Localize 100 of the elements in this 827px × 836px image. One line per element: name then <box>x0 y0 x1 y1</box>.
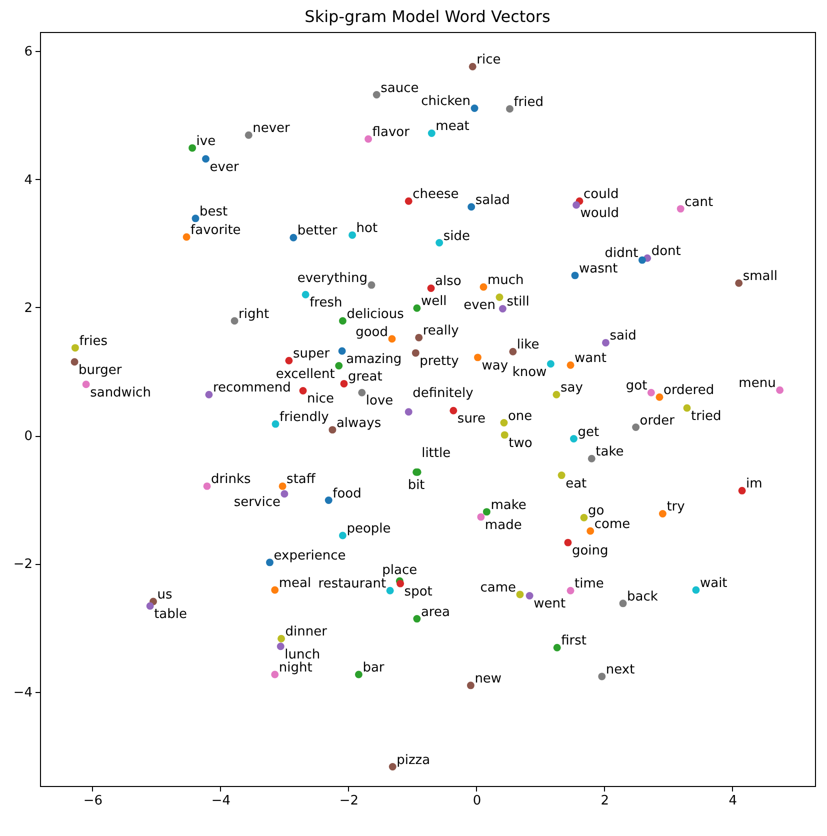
data-label: never <box>252 121 291 136</box>
data-label: eat <box>566 476 587 492</box>
data-label: dont <box>651 244 681 260</box>
data-label: went <box>534 596 566 612</box>
x-tick-label: 0 <box>472 794 482 808</box>
x-tick-label: 4 <box>728 794 738 808</box>
data-label: right <box>238 306 270 322</box>
y-tick-label: −4 <box>13 685 32 700</box>
data-label: way <box>482 358 508 374</box>
data-label: area <box>420 604 450 620</box>
data-label: pretty <box>420 354 460 369</box>
data-label: restaurant <box>318 576 386 592</box>
data-label: time <box>574 576 604 592</box>
data-label: night <box>278 660 312 676</box>
data-label: didnt <box>604 246 638 262</box>
data-label: recommend <box>212 380 291 396</box>
data-label: first <box>561 634 586 649</box>
data-label: want <box>574 351 606 366</box>
data-label: amazing <box>346 352 402 368</box>
y-tick-label: 2 <box>24 300 32 316</box>
data-label: got <box>626 378 648 394</box>
data-label: tried <box>691 409 722 424</box>
x-tick-label: −4 <box>211 794 231 808</box>
data-label: get <box>578 424 600 440</box>
data-label: back <box>627 589 658 604</box>
data-label: definitely <box>412 386 474 401</box>
data-label: well <box>420 294 447 310</box>
data-label: sure <box>457 412 486 427</box>
data-label: sauce <box>380 80 419 96</box>
data-label: sandwich <box>90 385 151 400</box>
data-label: excellent <box>276 366 335 382</box>
data-label: staff <box>286 472 316 488</box>
data-label: spot <box>404 584 432 600</box>
data-label: take <box>596 444 624 460</box>
data-label: try <box>666 500 686 515</box>
data-label: salad <box>475 192 510 208</box>
data-label: side <box>443 228 470 244</box>
data-label: pizza <box>396 752 430 768</box>
data-label: fresh <box>310 296 342 311</box>
data-label: love <box>366 394 394 409</box>
data-label: good <box>356 324 388 340</box>
data-label: small <box>742 269 778 284</box>
data-label: order <box>640 413 676 428</box>
data-label: burger <box>78 362 122 378</box>
data-label: know <box>512 364 548 380</box>
data-label: like <box>516 338 540 353</box>
data-label: friendly <box>280 410 330 426</box>
data-label: drinks <box>211 472 252 488</box>
data-label: cant <box>684 194 714 210</box>
data-label: menu <box>738 376 776 392</box>
data-label: place <box>382 563 418 578</box>
chart-title: Skip-gram Model Word Vectors <box>304 7 550 26</box>
data-label: still <box>506 294 530 310</box>
y-tick-label: 6 <box>24 44 32 60</box>
data-label: came <box>480 580 516 596</box>
data-label: little <box>422 446 451 462</box>
data-label: everything <box>297 271 368 286</box>
data-label: flavor <box>372 124 410 140</box>
x-tick-label: 2 <box>600 794 610 808</box>
data-label: ordered <box>663 383 714 398</box>
data-label: ever <box>210 160 240 175</box>
data-label: bit <box>408 478 425 494</box>
data-label: chicken <box>421 94 471 110</box>
data-label: fries <box>79 334 108 349</box>
data-label: say <box>560 380 584 396</box>
data-label: people <box>346 522 391 537</box>
data-label: really <box>422 324 460 339</box>
data-label: go <box>588 504 604 519</box>
data-label: nice <box>307 392 334 407</box>
y-tick-label: 4 <box>24 172 32 188</box>
data-label: hot <box>356 221 378 236</box>
y-tick-label: −2 <box>13 557 32 572</box>
y-tick-label: 0 <box>24 429 32 444</box>
data-label: ive <box>196 134 216 149</box>
data-label: best <box>200 204 228 220</box>
data-label: us <box>157 588 173 603</box>
data-label: going <box>572 544 608 559</box>
data-label: fried <box>514 94 544 110</box>
data-label: service <box>234 494 280 510</box>
x-tick-label: −2 <box>339 794 359 808</box>
data-label: wasnt <box>579 261 618 276</box>
data-label: would <box>580 206 619 221</box>
data-label: made <box>484 518 522 533</box>
data-label: new <box>474 671 502 686</box>
data-label: one <box>508 408 532 424</box>
data-label: table <box>154 606 188 622</box>
data-label: much <box>487 272 524 288</box>
data-label: make <box>490 498 526 513</box>
data-label: great <box>348 370 382 385</box>
data-label: meat <box>436 119 470 134</box>
data-label: wait <box>700 576 728 591</box>
data-label: better <box>297 224 338 239</box>
data-label: super <box>292 346 330 362</box>
data-label: delicious <box>346 306 404 322</box>
x-tick-label: −6 <box>83 794 103 808</box>
data-label: come <box>594 517 630 532</box>
data-label: always <box>336 416 382 431</box>
data-label: even <box>464 298 496 314</box>
data-label: cheese <box>412 187 459 202</box>
data-label: im <box>746 476 762 492</box>
